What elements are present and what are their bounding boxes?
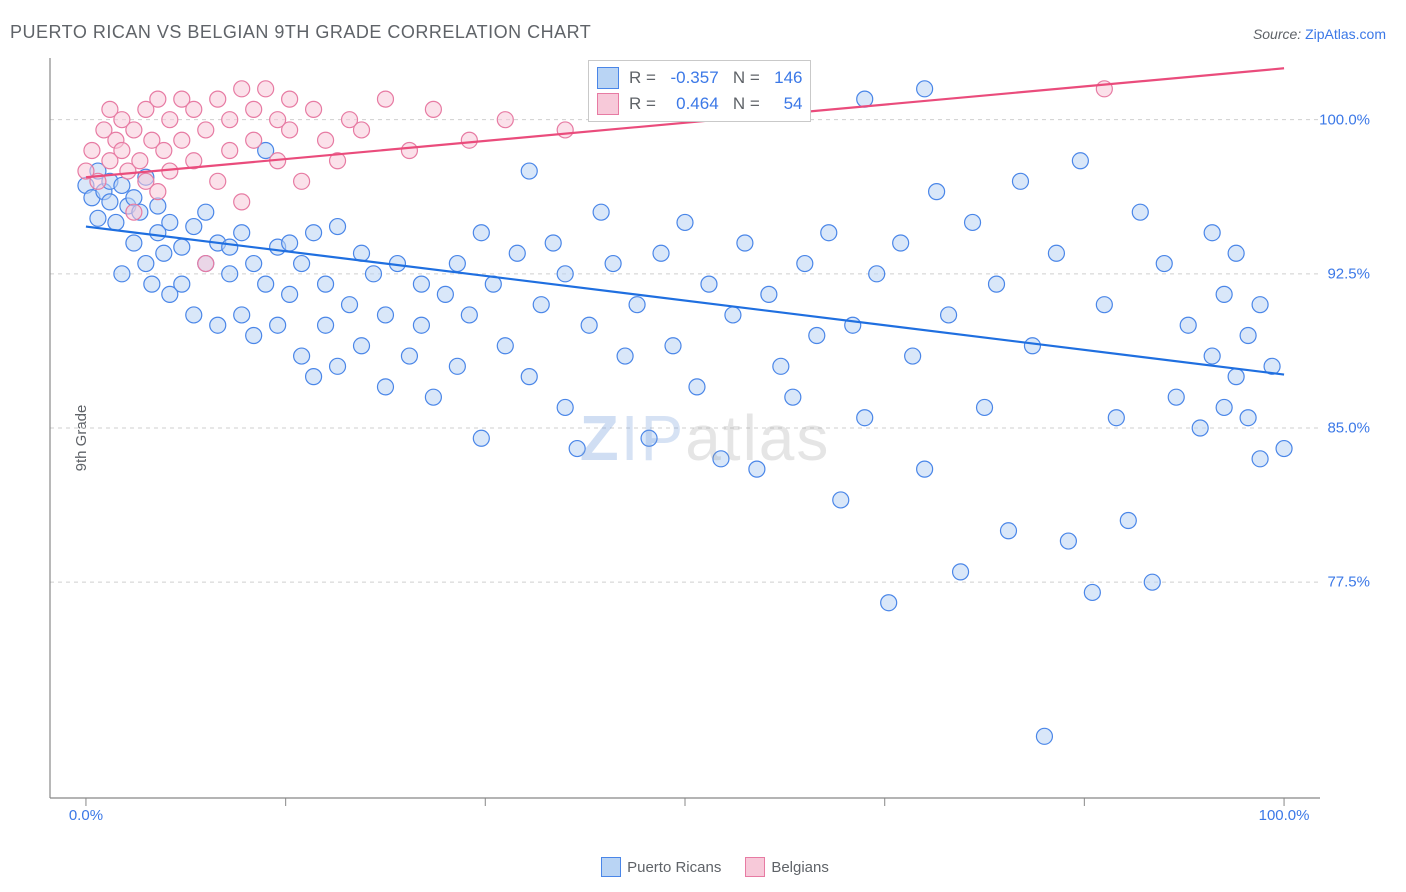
stat-n-value: 54	[764, 91, 802, 117]
stat-n-label: N =	[733, 94, 765, 113]
source-link[interactable]: ZipAtlas.com	[1305, 26, 1386, 42]
stat-n-value: 146	[764, 65, 802, 91]
legend-label-puerto_ricans: Puerto Ricans	[627, 859, 721, 876]
stat-r-value: 0.464	[661, 91, 719, 117]
y-tick-label: 77.5%	[1327, 574, 1370, 591]
stat-r-label: R =	[629, 94, 661, 113]
stats-row-belgians: R = 0.464 N = 54	[597, 91, 802, 117]
stat-n-label: N =	[733, 68, 765, 87]
legend-swatch	[601, 857, 621, 877]
bottom-legend: Puerto Ricans Belgians	[0, 858, 1406, 878]
source-attribution: Source: ZipAtlas.com	[1253, 26, 1386, 42]
legend-swatch	[745, 857, 765, 877]
legend-swatch	[597, 93, 619, 115]
stat-r-label: R =	[629, 68, 661, 87]
y-tick-label: 100.0%	[1319, 111, 1370, 128]
y-tick-label: 85.0%	[1327, 420, 1370, 437]
y-tick-label: 92.5%	[1327, 265, 1370, 282]
legend-swatch	[597, 67, 619, 89]
scatter-plot	[40, 58, 1370, 818]
source-label: Source:	[1253, 26, 1305, 42]
plot-container: 9th Grade 77.5%85.0%92.5%100.0% 0.0%100.…	[40, 58, 1370, 818]
stats-row-puerto_ricans: R = -0.357 N = 146	[597, 65, 802, 91]
chart-title: PUERTO RICAN VS BELGIAN 9TH GRADE CORREL…	[10, 22, 591, 43]
x-tick-label: 100.0%	[1259, 807, 1310, 824]
legend-label-belgians: Belgians	[771, 859, 829, 876]
stat-r-value: -0.357	[661, 65, 719, 91]
x-tick-label: 0.0%	[69, 807, 103, 824]
correlation-stats-box: R = -0.357 N = 146R = 0.464 N = 54	[588, 60, 811, 122]
